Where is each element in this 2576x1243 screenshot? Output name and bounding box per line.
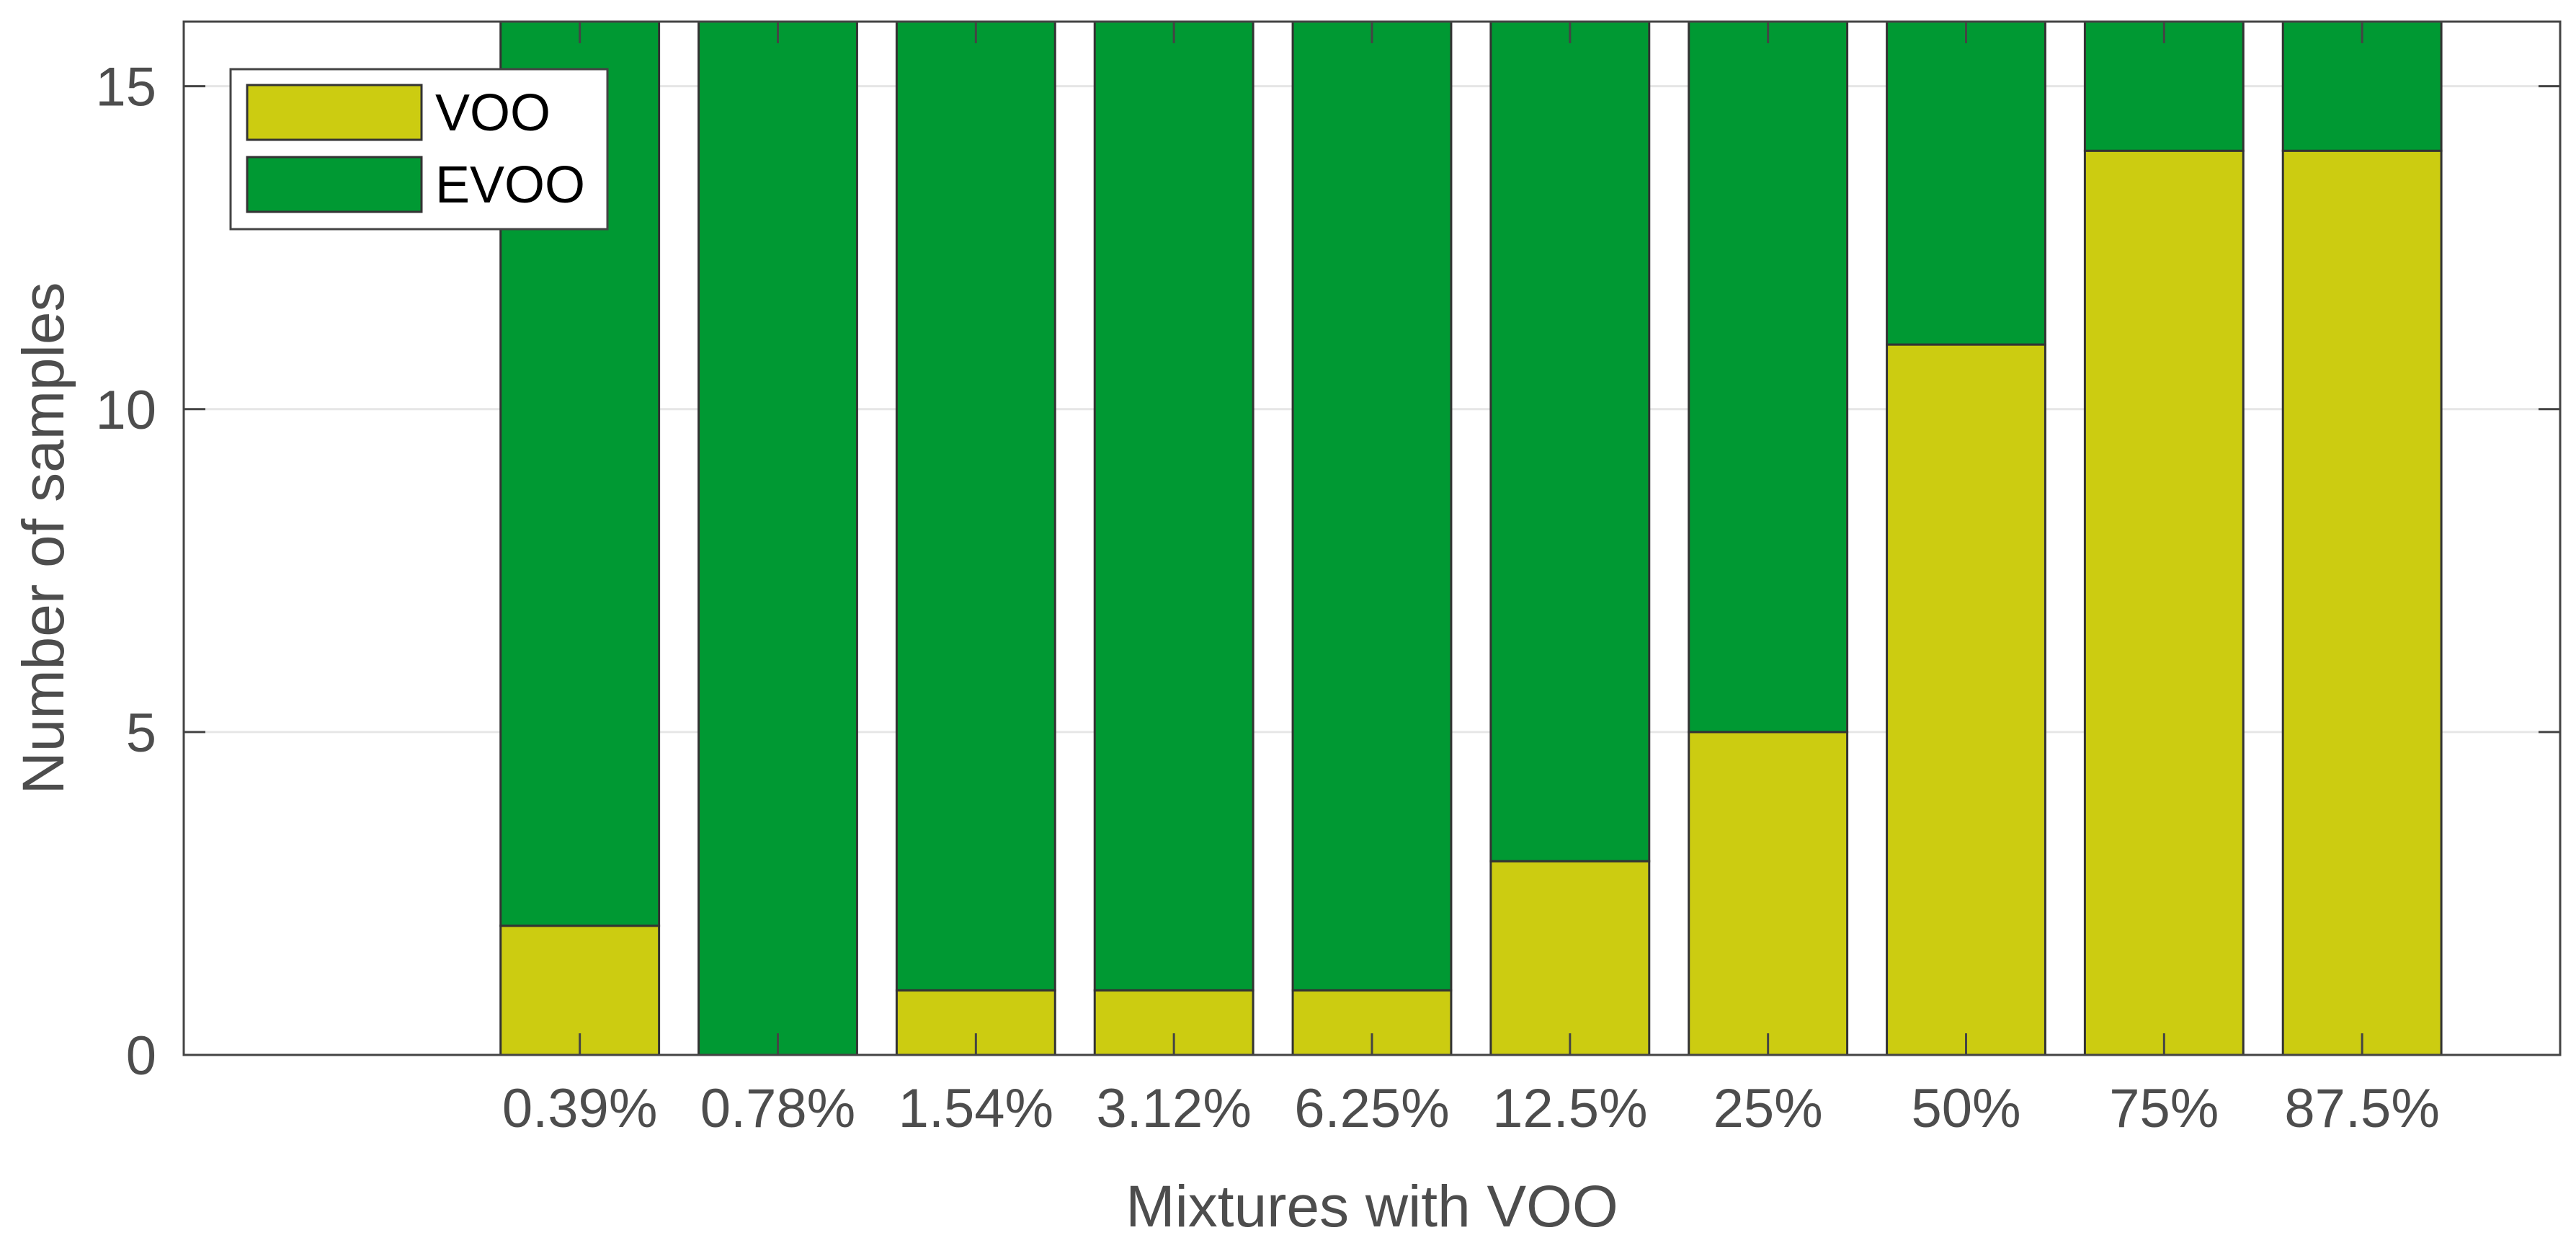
x-tick-label-8: 50% [1911, 1078, 2020, 1139]
y-tick-label-15: 15 [95, 57, 156, 118]
legend-swatch-evoo [246, 156, 423, 213]
bar-evoo-2 [698, 20, 858, 1056]
y-tick-label-0: 0 [126, 1025, 156, 1087]
bar-evoo-4 [1093, 20, 1254, 992]
y-axis-label: Number of samples [11, 282, 76, 795]
x-tick-label-1: 0.39% [502, 1078, 658, 1139]
x-tick-label-2: 0.78% [700, 1078, 856, 1139]
y-tick-label-10: 10 [95, 380, 156, 441]
bar-evoo-3 [895, 20, 1056, 992]
x-tick-labels: 0.39% 0.78% 1.54% 3.12% 6.25% 12.5% 25% 50% 75% 8… [502, 1078, 2440, 1139]
x-tick-label-10: 87.5% [2284, 1078, 2440, 1139]
x-tick-label-3: 1.54% [899, 1078, 1054, 1139]
legend-label-voo: VOO [435, 84, 551, 142]
bars [499, 20, 2443, 1056]
bar-voo-9 [2083, 149, 2245, 1056]
legend-swatch-voo [246, 84, 423, 141]
legend-label-evoo: EVOO [435, 156, 585, 214]
bar-voo-10 [2281, 149, 2443, 1056]
x-axis-label: Mixtures with VOO [1126, 1174, 1618, 1239]
x-tick-label-7: 25% [1713, 1078, 1823, 1139]
x-tick-label-9: 75% [2109, 1078, 2219, 1139]
bar-voo-6 [1489, 860, 1651, 1056]
bar-evoo-6 [1489, 20, 1651, 863]
bar-evoo-7 [1688, 20, 1849, 734]
bar-voo-8 [1886, 343, 2046, 1056]
bar-evoo-8 [1886, 20, 2046, 346]
x-tick-label-4: 3.12% [1096, 1078, 1252, 1139]
x-tick-label-6: 12.5% [1492, 1078, 1648, 1139]
x-tick-label-5: 6.25% [1294, 1078, 1450, 1139]
bar-evoo-5 [1291, 20, 1453, 992]
bar-voo-7 [1688, 731, 1849, 1056]
legend: VOO EVOO [229, 68, 609, 231]
y-tick-label-5: 5 [126, 703, 156, 764]
ticks [184, 22, 2560, 1056]
y-tick-labels: 0 5 10 15 [95, 57, 156, 1087]
